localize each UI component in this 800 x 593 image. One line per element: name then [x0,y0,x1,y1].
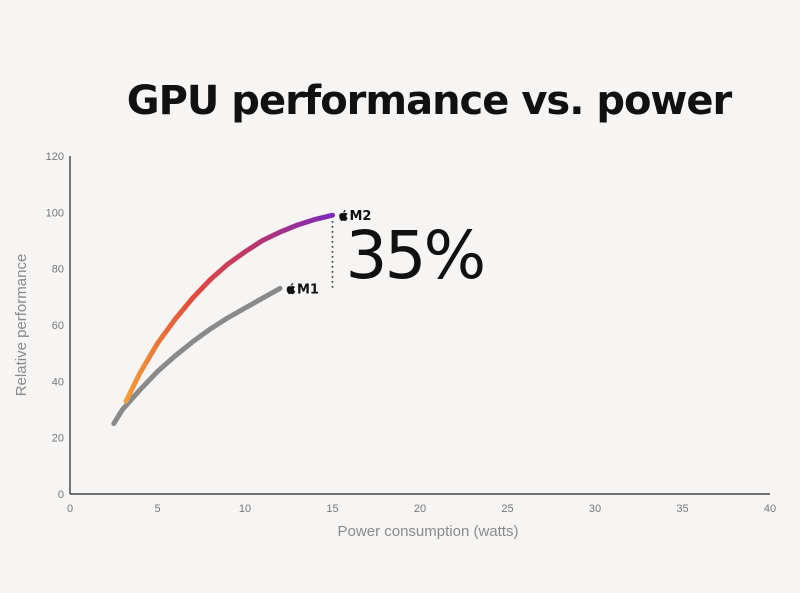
x-tick-label: 10 [239,503,251,515]
x-tick-label: 30 [589,503,601,515]
y-tick-label: 60 [52,320,64,332]
x-tick-label: 5 [154,503,160,515]
y-tick-label: 20 [52,433,64,445]
apple-logo-icon [286,283,296,295]
y-tick-label: 80 [52,264,64,276]
series-label-m2: M2 [350,209,372,224]
annotation-layer: 35% [331,217,486,294]
percentage-annotation: 35% [346,217,484,294]
axes [69,156,770,495]
x-axis-label: Power consumption (watts) [338,523,519,540]
y-axis-label: Relative performance [13,254,30,397]
y-tick-label: 0 [58,489,64,501]
series-label-m1: M1 [297,282,319,297]
y-tick-labels: 0 20 40 60 80 100 120 [46,151,64,501]
y-tick-label: 120 [46,151,64,163]
series-layer: M1 M2 [111,209,372,427]
chart-title: GPU performance vs. power [126,78,733,124]
series-line-m1 [111,285,283,427]
x-tick-label: 0 [67,503,73,515]
y-tick-label: 100 [46,207,64,219]
x-tick-label: 15 [326,503,338,515]
y-tick-label: 40 [52,376,64,388]
x-tick-label: 40 [764,503,776,515]
x-tick-label: 25 [501,503,513,515]
x-tick-label: 20 [414,503,426,515]
x-tick-labels: 0 5 10 15 20 25 30 35 40 [67,503,776,515]
series-line-m2 [123,212,335,404]
x-tick-label: 35 [676,503,688,515]
